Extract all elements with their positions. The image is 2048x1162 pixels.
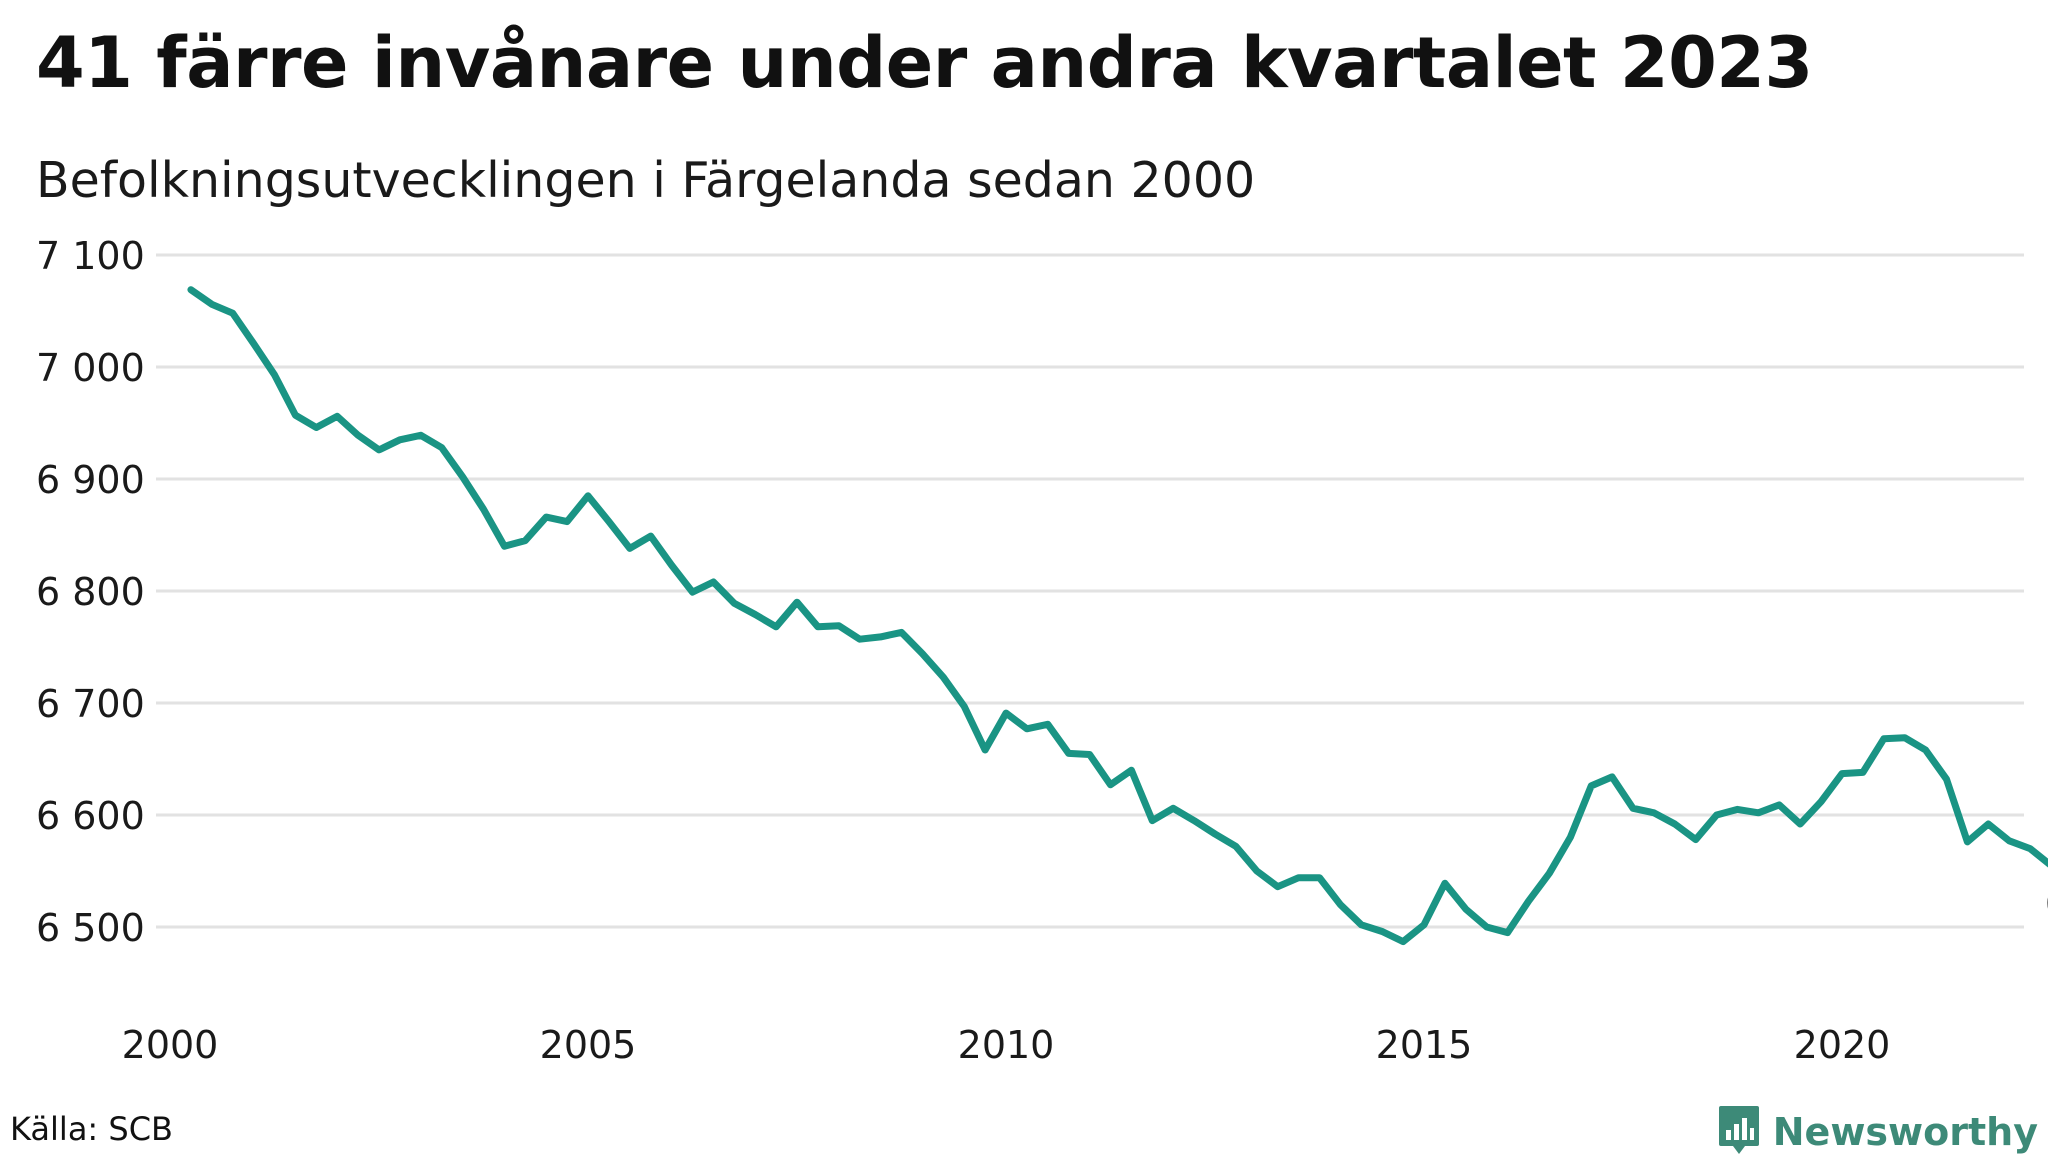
brand-logo: Newsworthy (1717, 1102, 2038, 1162)
chart-title: 41 färre invånare under andra kvartalet … (36, 22, 1813, 104)
y-tick-label: 6 700 (36, 682, 145, 726)
series-group (187, 286, 2048, 946)
x-tick-label: 2020 (1794, 1023, 1891, 1067)
source-label: Källa: SCB (10, 1110, 173, 1148)
x-tick-label: 2000 (122, 1023, 219, 1067)
y-tick-label: 6 600 (36, 794, 145, 838)
x-tick-label: 2015 (1376, 1023, 1473, 1067)
series-line (187, 286, 2048, 946)
x-axis-tick-labels: 2000 2005 2010 2015 2020 (122, 1023, 1891, 1067)
gridlines (156, 253, 2024, 929)
chart-subtitle: Befolkningsutvecklingen i Färgelanda sed… (36, 152, 1256, 209)
y-tick-label: 7 000 (36, 346, 145, 390)
y-tick-label: 7 100 (36, 234, 145, 278)
brand-name: Newsworthy (1772, 1110, 2038, 1154)
newsworthy-logo-icon (1718, 1106, 1759, 1154)
last-value-label: 6 458 (2044, 879, 2048, 928)
x-tick-label: 2005 (540, 1023, 637, 1067)
annotations: 6 458 (2040, 875, 2048, 932)
x-tick-label: 2010 (958, 1023, 1055, 1067)
y-tick-label: 6 900 (36, 458, 145, 502)
y-axis-tick-labels: 6 500 6 600 6 700 6 800 6 900 7 000 7 100 (36, 234, 145, 950)
y-tick-label: 6 500 (36, 906, 145, 950)
y-tick-label: 6 800 (36, 570, 145, 614)
